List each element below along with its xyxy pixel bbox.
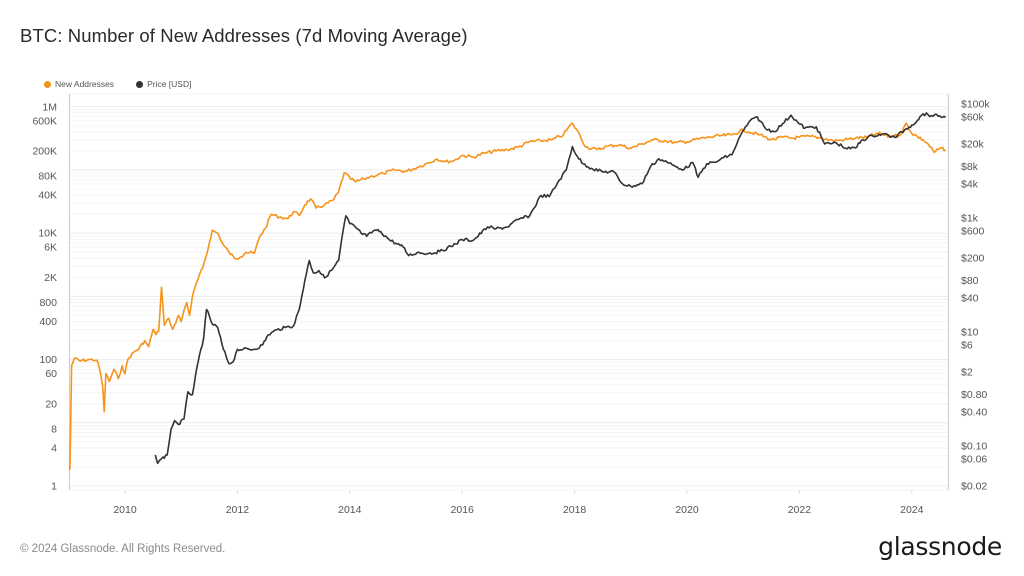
legend-label: Price [USD] [147, 79, 192, 89]
x-tick-label: 2024 [900, 504, 924, 516]
legend-dot-icon [136, 80, 144, 88]
legend-item-price[interactable]: Price [USD] [136, 79, 191, 89]
y-right-tick-label: $0.02 [961, 481, 987, 493]
glassnode-logo: glassnode [878, 532, 1002, 561]
x-tick-label: 2016 [451, 504, 475, 516]
y-left-tick-label: 1M [42, 101, 57, 113]
x-tick-label: 2020 [675, 504, 699, 516]
y-left-tick-label: 600K [32, 115, 57, 127]
y-left-tick-label: 400 [39, 316, 57, 328]
x-axis: 2010 2012 2014 2016 2018 2020 2022 2024 [113, 490, 924, 516]
y-left-tick-label: 60 [45, 368, 57, 380]
y-right-axis: $100k$60k$20k$8k$4k$1k$600$200$80$40$10$… [961, 99, 990, 493]
y-left-tick-label: 4 [51, 442, 57, 454]
y-right-tick-label: $0.80 [961, 389, 987, 401]
y-right-tick-label: $6 [961, 339, 973, 351]
series-line-price [154, 112, 947, 465]
y-right-tick-label: $20k [961, 139, 985, 151]
chart-legend: New Addresses Price [USD] [44, 79, 191, 89]
y-right-tick-label: $80 [961, 275, 979, 287]
y-right-tick-label: $10 [961, 327, 979, 339]
y-left-axis: 1M 600K 200K 80K 40K 10K 6K 2K 800 400 100 60 20 8 4 1 [32, 101, 57, 492]
legend-label: New Addresses [55, 79, 115, 89]
y-right-tick-label: $1k [961, 213, 979, 225]
y-left-tick-label: 1 [51, 481, 57, 493]
chart-title: BTC: Number of New Addresses (7d Moving … [20, 25, 468, 46]
y-right-tick-label: $40 [961, 292, 979, 304]
y-right-tick-label: $600 [961, 225, 985, 237]
y-left-tick-label: 8 [51, 423, 57, 435]
series-group [69, 112, 947, 470]
y-left-tick-label: 6K [44, 242, 57, 254]
y-right-tick-label: $2 [961, 367, 973, 379]
x-tick-label: 2018 [563, 504, 587, 516]
y-left-tick-label: 20 [45, 398, 57, 410]
x-tick-label: 2012 [226, 504, 250, 516]
y-right-tick-label: $4k [961, 178, 979, 190]
grid-lines [69, 106, 948, 487]
y-right-tick-label: $0.40 [961, 406, 987, 418]
y-left-tick-label: 40K [38, 190, 57, 202]
y-left-tick-label: 10K [38, 228, 57, 240]
copyright-text: © 2024 Glassnode. All Rights Reserved. [20, 543, 226, 555]
y-right-tick-label: $100k [961, 99, 990, 111]
y-right-tick-label: $0.06 [961, 453, 987, 465]
y-left-tick-label: 200K [32, 145, 57, 157]
y-left-tick-label: 2K [44, 272, 57, 284]
x-tick-label: 2010 [113, 504, 137, 516]
y-right-tick-label: $60k [961, 111, 985, 123]
y-left-tick-label: 100 [39, 354, 57, 366]
plot-frame [68, 93, 949, 491]
series-line-new-addresses [69, 122, 947, 470]
y-left-tick-label: 80K [38, 171, 57, 183]
legend-item-new-addresses[interactable]: New Addresses [44, 79, 114, 89]
y-left-tick-label: 800 [39, 297, 57, 309]
y-right-tick-label: $200 [961, 253, 985, 265]
x-tick-label: 2022 [788, 504, 812, 516]
y-right-tick-label: $0.10 [961, 441, 987, 453]
x-tick-label: 2014 [338, 504, 362, 516]
y-right-tick-label: $8k [961, 161, 979, 173]
legend-dot-icon [44, 80, 51, 88]
